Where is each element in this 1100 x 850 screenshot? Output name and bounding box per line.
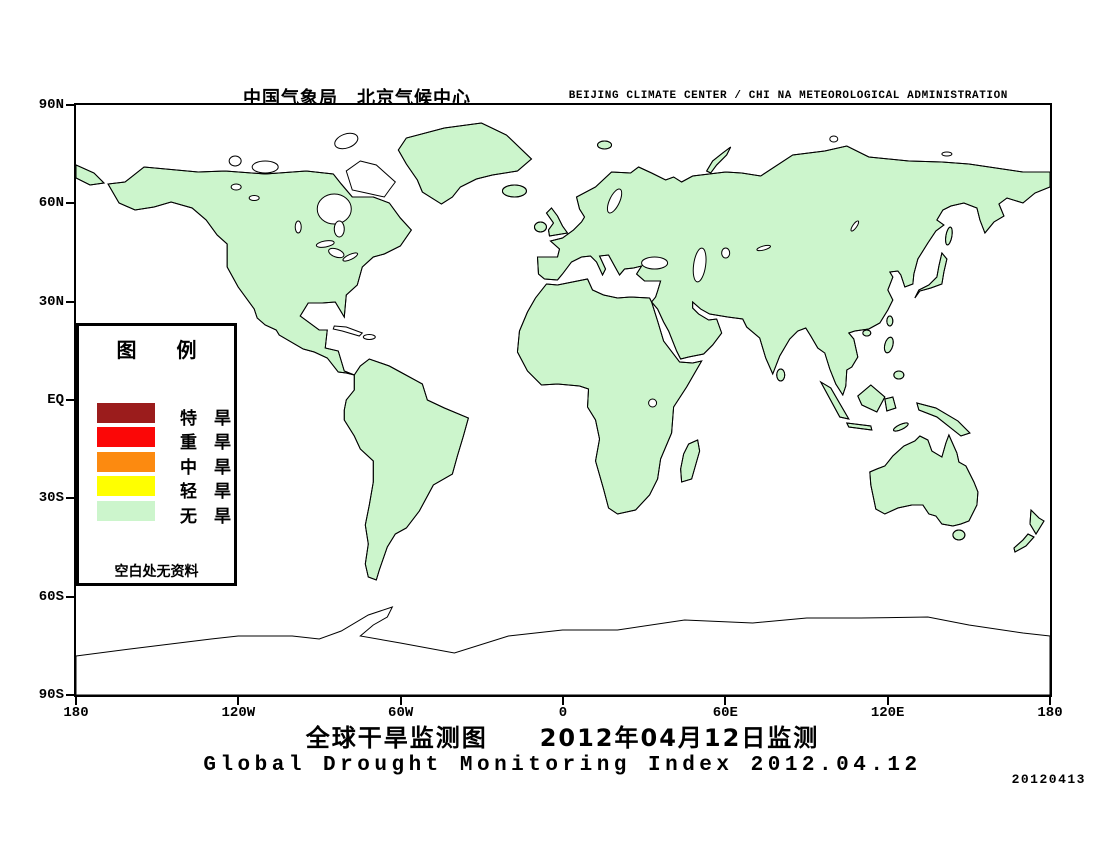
lon-tick <box>1049 697 1051 705</box>
legend-title: 图 例 <box>116 338 197 362</box>
legend-note: 空白处无资料 <box>114 564 199 580</box>
footer-title-english: Global Drought Monitoring Index 2012.04.… <box>203 754 922 777</box>
lon-tick <box>886 697 889 705</box>
world-map: 20120413 <box>74 103 1085 787</box>
legend-item: 无 旱 <box>79 500 234 527</box>
coastline-outlines <box>76 122 1050 581</box>
legend-item-label: 特 旱 <box>180 409 231 429</box>
land-shapes <box>76 122 1050 581</box>
lat-tick-label: 60N <box>38 195 64 212</box>
lon-tick-label: 180 <box>1037 705 1063 721</box>
legend-item-label: 轻 旱 <box>180 482 231 503</box>
header-title-english: BEIJING CLIMATE CENTER / CHI NA METEOROL… <box>568 90 1008 102</box>
map-date-stamp: 20120413 <box>1011 772 1086 787</box>
lon-tick-label: 120E <box>870 705 905 721</box>
lat-tick <box>66 104 76 106</box>
world-map-svg <box>76 122 1050 695</box>
lat-tick <box>66 399 76 401</box>
lon-tick <box>562 697 564 705</box>
lat-tick <box>66 497 76 500</box>
lat-tick <box>66 595 76 598</box>
lakes-and-seas <box>230 183 860 408</box>
lat-tick-label: 90N <box>38 97 64 113</box>
legend-swatch <box>97 451 155 472</box>
lon-tick <box>237 697 240 705</box>
lon-tick <box>399 697 402 705</box>
legend-item: 轻 旱 <box>79 476 234 502</box>
footer-title-chinese: 全球干旱监测图 2012年04月12日监测 <box>305 724 820 752</box>
lat-tick <box>66 694 76 696</box>
legend-item-label: 重 旱 <box>180 433 231 454</box>
lat-tick <box>66 202 76 205</box>
lon-tick-label: 0 <box>558 705 568 721</box>
legend-swatch <box>97 427 155 448</box>
drought-blob <box>1040 455 1044 459</box>
lat-tick-label: EQ <box>47 392 64 408</box>
lon-tick-label: 60E <box>712 705 738 721</box>
drought-blob <box>922 256 926 259</box>
lat-tick-label: 60S <box>38 588 64 605</box>
legend-swatch <box>97 500 155 521</box>
lon-tick-label: 60W <box>388 705 414 721</box>
lon-tick <box>724 697 727 705</box>
legend-swatch <box>97 403 155 423</box>
legend-swatch <box>97 476 155 497</box>
legend-item-label: 无 旱 <box>180 506 231 527</box>
blank-land <box>76 132 1050 695</box>
lat-tick-label: 30N <box>38 293 64 310</box>
lat-tick-label: 30S <box>38 490 64 507</box>
lat-tick <box>66 300 76 303</box>
legend-item-label: 中 旱 <box>180 457 231 478</box>
legend-box: 图 例 特 旱重 旱中 旱轻 旱无 旱 空白处无资料 <box>76 323 237 586</box>
lat-tick-label: 90S <box>38 687 64 703</box>
lon-tick-label: 180 <box>63 705 89 721</box>
legend-item: 中 旱 <box>79 451 234 478</box>
legend-item: 特 旱 <box>79 403 234 429</box>
lon-tick <box>75 697 77 705</box>
drought-blob <box>587 267 592 271</box>
legend-item: 重 旱 <box>79 427 234 453</box>
lon-tick-label: 120W <box>221 705 256 721</box>
